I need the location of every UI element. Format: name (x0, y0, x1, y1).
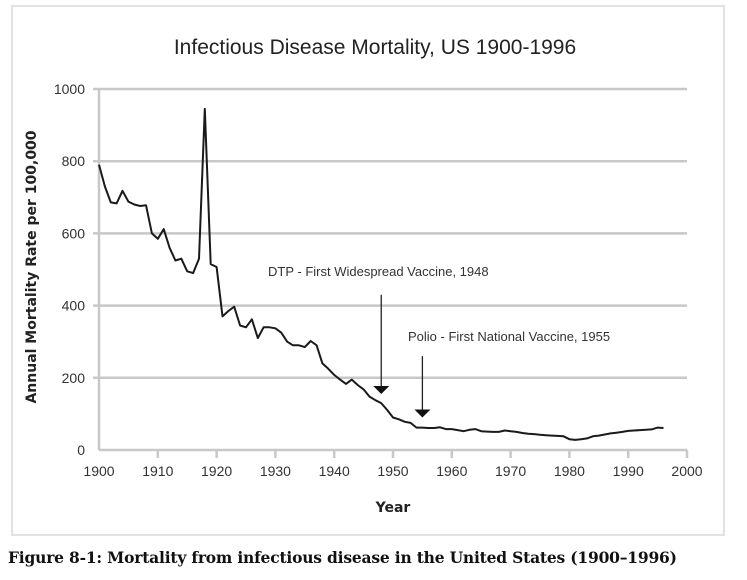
x-tick-label: 1960 (436, 463, 467, 479)
x-tick-label: 2000 (671, 463, 702, 479)
x-tick-label: 1900 (83, 463, 114, 479)
y-tick-label: 1000 (54, 81, 85, 97)
y-tick-label: 800 (62, 153, 86, 169)
figure-caption: Figure 8-1: Mortality from infectious di… (8, 548, 677, 567)
x-tick-label: 1950 (377, 463, 408, 479)
annotations: DTP - First Widespread Vaccine, 1948 Poli… (268, 264, 610, 418)
y-tick-label: 0 (77, 442, 85, 458)
series-line (98, 107, 664, 441)
y-tick-label: 400 (62, 298, 86, 314)
x-tick-label: 1930 (260, 463, 291, 479)
x-tick-label: 1990 (613, 463, 644, 479)
x-tick-label: 1910 (142, 463, 173, 479)
y-tick-label: 600 (62, 225, 86, 241)
x-tick-labels: 1900 1910 1920 1930 1940 1950 1960 1970 1980 1990… (83, 463, 702, 479)
annotation-arrowhead (414, 409, 431, 418)
x-tick-label: 1940 (319, 463, 350, 479)
x-tick-label: 1920 (201, 463, 232, 479)
y-tick-labels: 0 200 400 600 800 1000 (54, 81, 85, 458)
axes (97, 89, 689, 458)
x-tick-label: 1970 (495, 463, 526, 479)
annotation-label: Polio - First National Vaccine, 1955 (408, 329, 610, 344)
gridlines (93, 87, 687, 380)
series-layer (98, 107, 664, 441)
chart-title: Infectious Disease Mortality, US 1900-19… (174, 36, 576, 59)
annotation-arrowhead (373, 386, 390, 395)
annotation-label: DTP - First Widespread Vaccine, 1948 (268, 264, 489, 279)
chart-frame (11, 5, 725, 536)
x-axis-title: Year (375, 500, 411, 516)
y-axis-title: Annual Mortality Rate per 100,000 (24, 130, 40, 403)
chart: Infectious Disease Mortality, US 1900-19… (24, 36, 703, 516)
y-tick-label: 200 (62, 370, 86, 386)
x-tick-label: 1980 (554, 463, 585, 479)
